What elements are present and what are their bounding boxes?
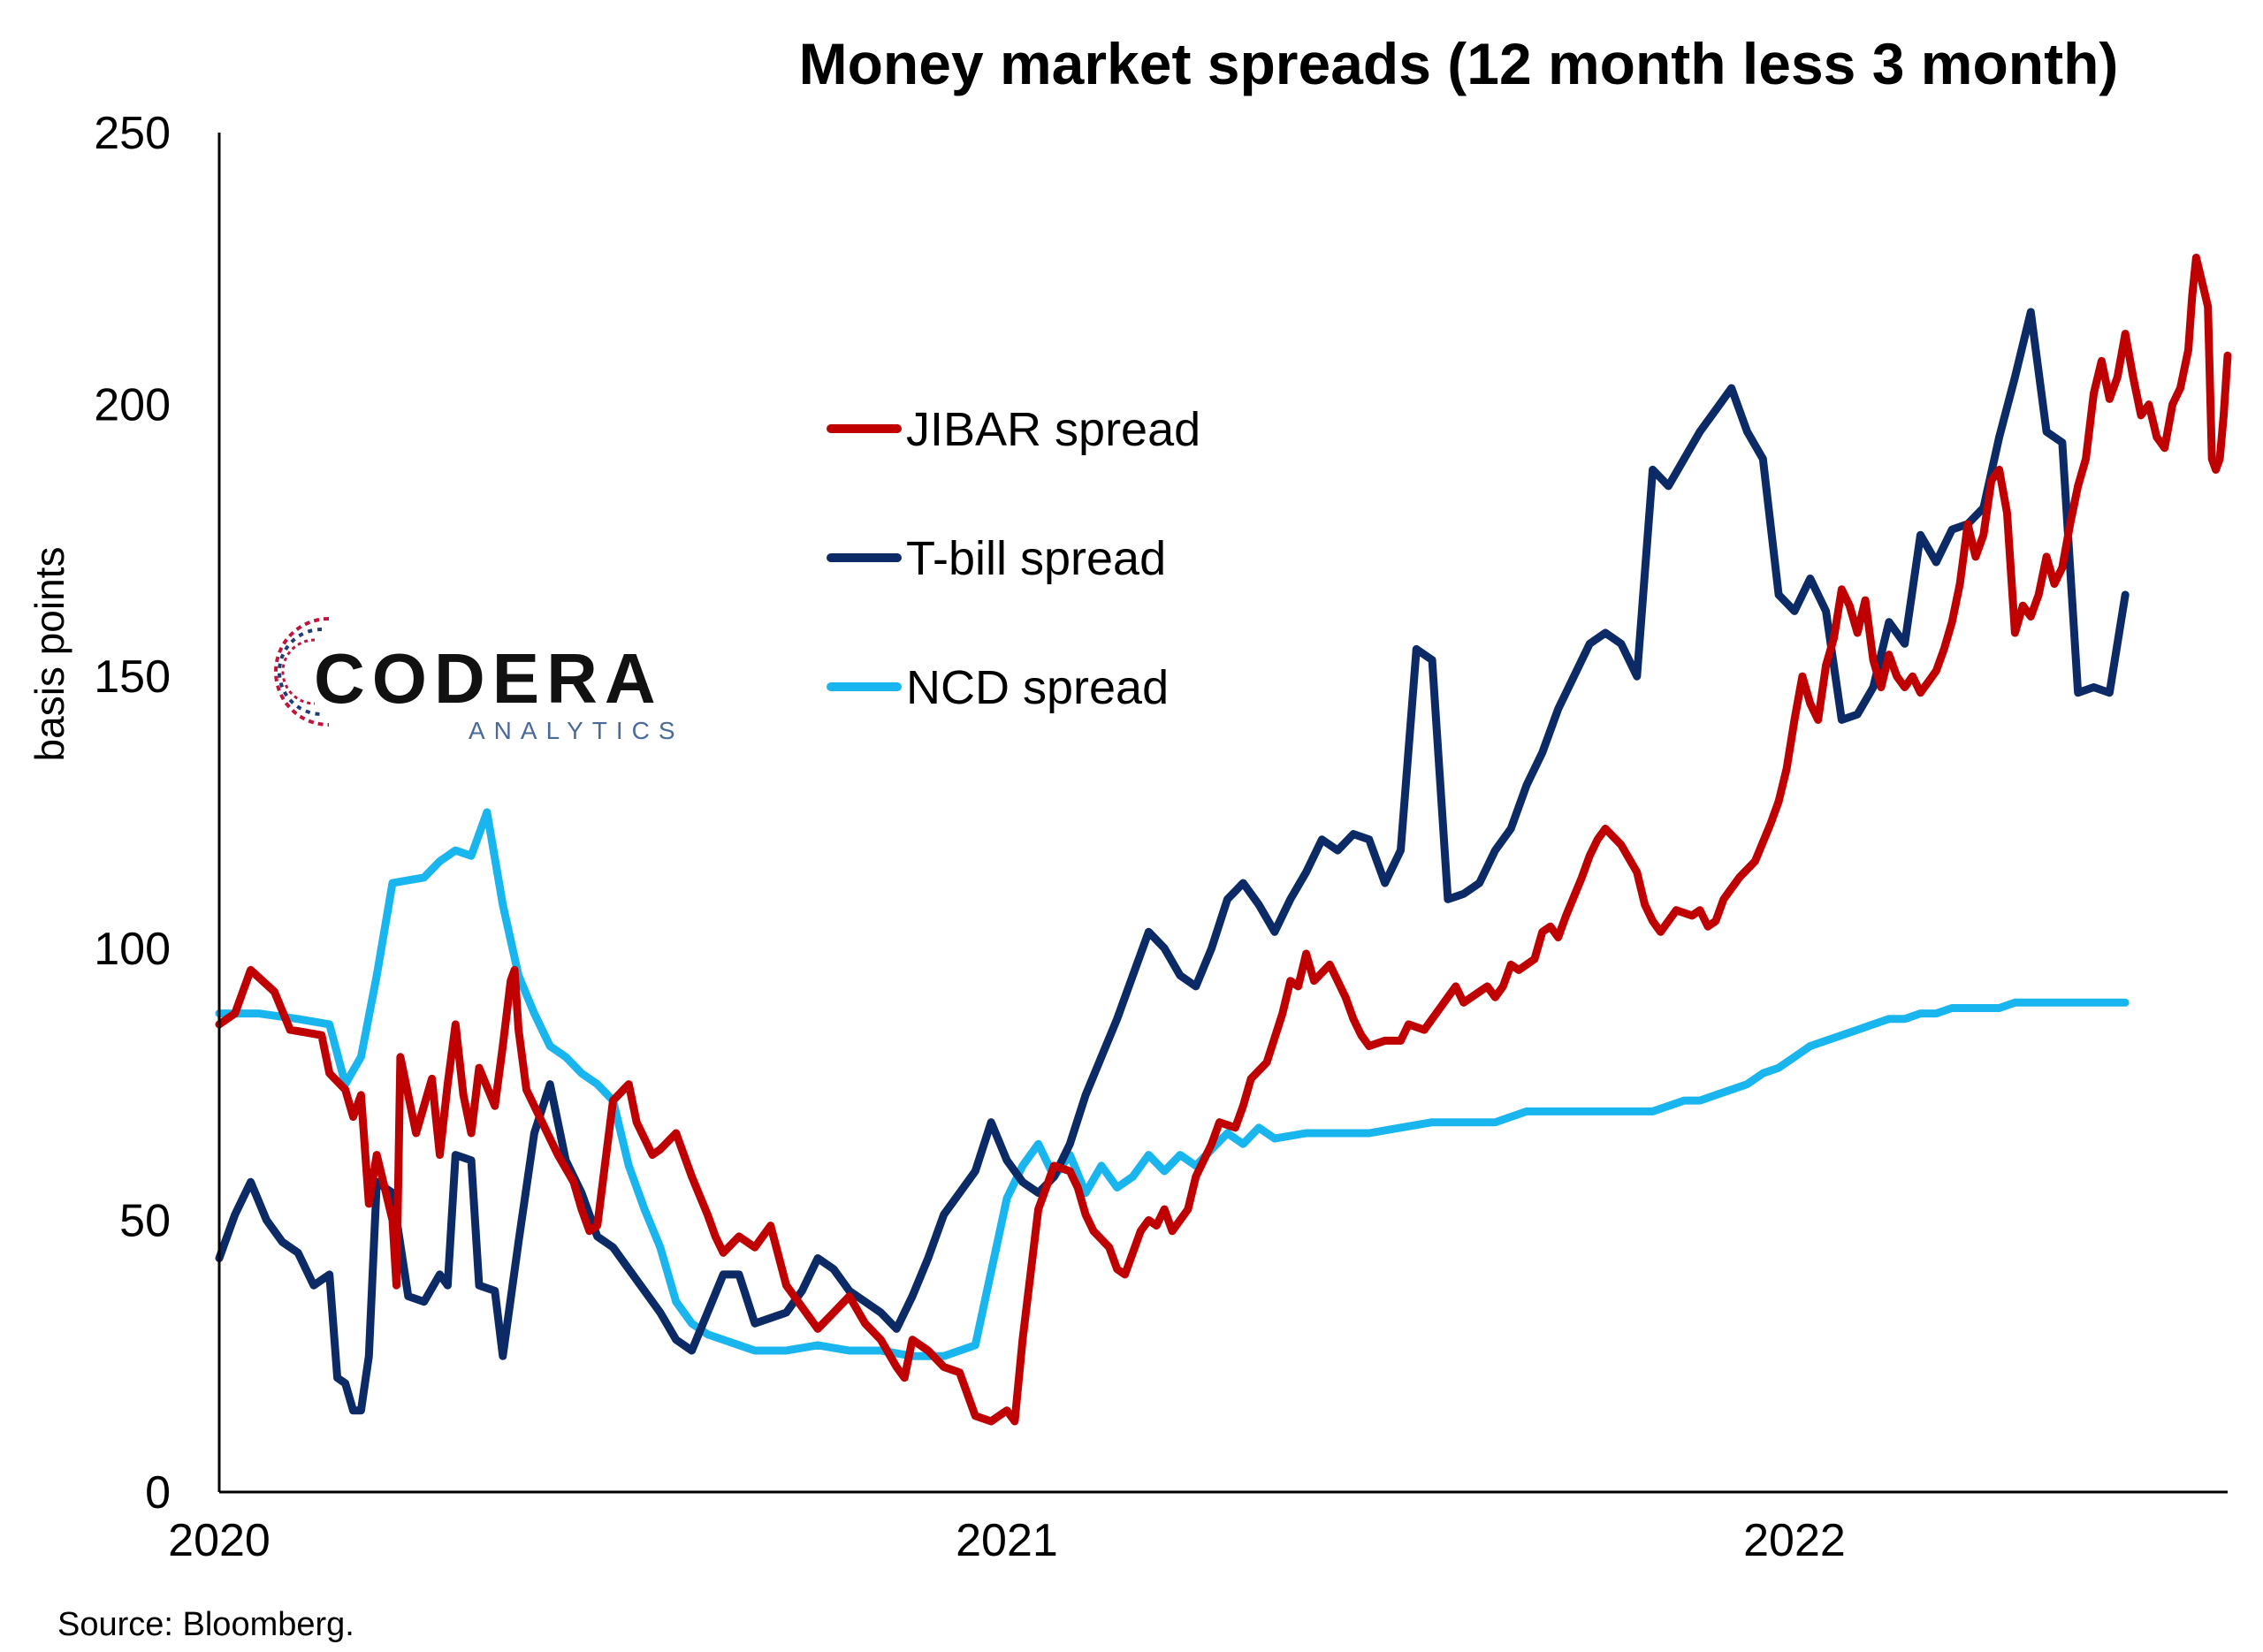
plot-lines bbox=[215, 254, 2232, 1426]
source-note: Source: Bloomberg. bbox=[57, 1606, 354, 1643]
logo-name: CODERA bbox=[314, 639, 663, 718]
legend-label: NCD spread bbox=[906, 661, 1169, 714]
x-tick-label: 2021 bbox=[956, 1515, 1058, 1566]
y-tick-label: 100 bbox=[94, 924, 171, 975]
legend-label: T-bill spread bbox=[906, 532, 1166, 585]
series-line-jibar-spread bbox=[215, 254, 2232, 1426]
codera-logo: CODERA ANALYTICS bbox=[274, 617, 684, 744]
y-axis-label: basis points bbox=[27, 547, 72, 762]
x-tick-label: 2022 bbox=[1743, 1515, 1846, 1566]
series-line-ncd-spread bbox=[215, 808, 2130, 1360]
x-tick-labels: 2020 2021 2022 bbox=[168, 1515, 1846, 1566]
logo-arc-icon bbox=[274, 617, 330, 727]
y-tick-labels: 0 50 100 150 200 250 bbox=[94, 108, 171, 1519]
y-tick-label: 250 bbox=[94, 108, 171, 159]
y-tick-label: 0 bbox=[145, 1467, 171, 1519]
y-tick-label: 50 bbox=[119, 1195, 171, 1246]
chart-title: Money market spreads (12 month less 3 mo… bbox=[799, 31, 2119, 96]
y-tick-label: 200 bbox=[94, 380, 171, 431]
y-tick-label: 150 bbox=[94, 651, 171, 703]
legend: JIBAR spread T-bill spread NCD spread bbox=[827, 403, 1200, 714]
series-line-t-bill-spread bbox=[215, 308, 2130, 1415]
x-tick-label: 2020 bbox=[168, 1515, 270, 1566]
legend-label: JIBAR spread bbox=[906, 403, 1200, 456]
logo-sub: ANALYTICS bbox=[469, 717, 684, 744]
